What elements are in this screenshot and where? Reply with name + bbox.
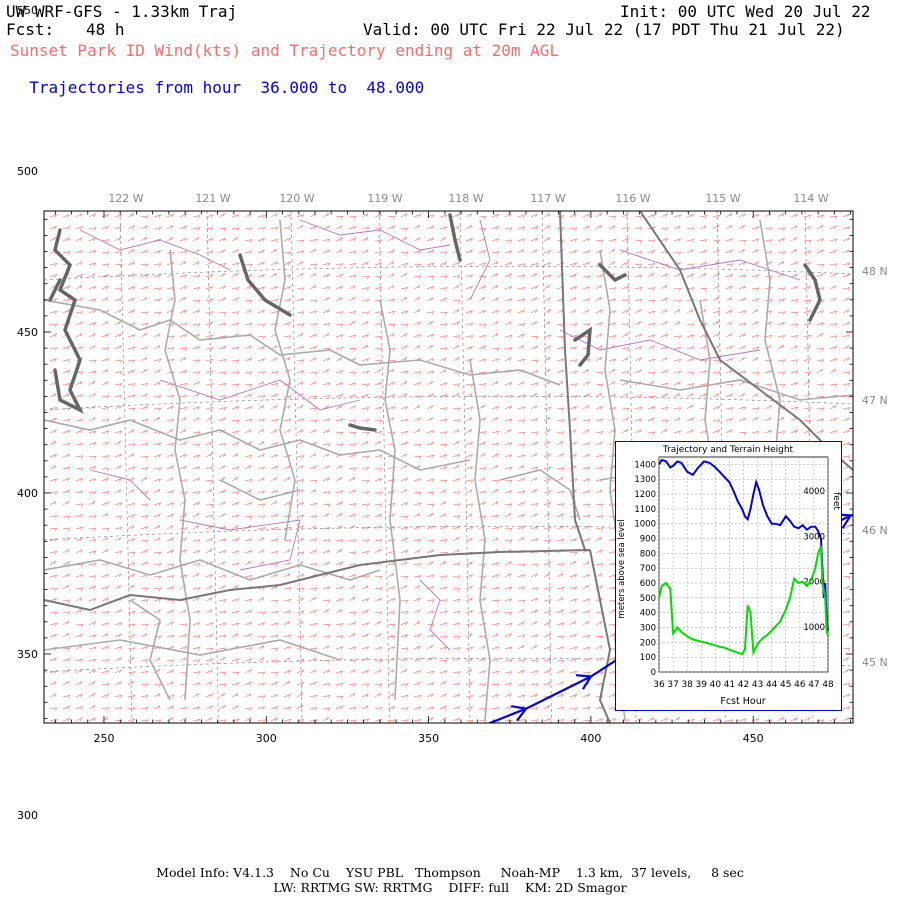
lon-label: 117 W — [530, 192, 565, 205]
x-tick-label: 450 — [743, 732, 764, 745]
model-info-line1: Model Info: V4.1.3 No Cu YSU PBL Thompso… — [156, 865, 744, 880]
inset-x-tick: 48 — [822, 680, 834, 690]
inset-x-tick: 42 — [738, 680, 749, 690]
subtitle: Sunset Park ID Wind(kts) and Trajectory … — [10, 41, 560, 60]
x-tick-label: 400 — [580, 732, 601, 745]
lon-label: 114 W — [793, 192, 828, 205]
inset-x-tick: 45 — [780, 680, 791, 690]
x-tick-label: 300 — [256, 732, 277, 745]
inset-y-left-tick: 1300 — [634, 475, 656, 485]
inset-y-left-tick: 100 — [640, 653, 656, 663]
inset-plot: 36 37 38 39 40 41 42 43 44 45 46 47 48 0 100 200 300 400 5… — [634, 456, 834, 690]
valid-time: Valid: 00 UTC Fri 22 Jul 22 (17 PDT Thu … — [363, 20, 845, 39]
inset-y-left-tick: 900 — [640, 535, 656, 545]
inset-y-left-tick: 700 — [640, 564, 656, 574]
inset-x-tick: 37 — [667, 680, 678, 690]
inset-y-right-tick: 2000 — [803, 578, 825, 588]
lon-label: 118 W — [448, 192, 483, 205]
lat-label: 47 N — [862, 394, 888, 407]
inset-y-left-tick: 200 — [640, 638, 656, 648]
y-tick-label: 300 — [17, 809, 38, 822]
inset-x-tick: 44 — [766, 680, 778, 690]
inset-x-tick: 46 — [794, 680, 806, 690]
inset-y-left-tick: 800 — [640, 549, 656, 559]
inset-y-right-tick: 1000 — [803, 623, 825, 633]
inset-y-left-tick: 600 — [640, 579, 656, 589]
inset-ylabel-left: meters above sea level — [617, 519, 627, 618]
y-tick-label: 450 — [17, 326, 38, 339]
inset-y-left-tick: 300 — [640, 624, 656, 634]
lon-label: 122 W — [108, 192, 143, 205]
y-tick-label: 550 — [17, 4, 38, 17]
lon-labels: 122 W 121 W 120 W 119 W 118 W 117 W 116 W 115 W… — [108, 192, 828, 205]
inset-xlabel: Fcst Hour — [720, 696, 765, 707]
inset-y-left-tick: 1200 — [634, 490, 656, 500]
inset-y-left-tick: 500 — [640, 594, 656, 604]
trajectory-arrow — [575, 674, 593, 690]
inset-y-right-tick: 3000 — [803, 532, 825, 542]
x-tick-label: 350 — [418, 732, 439, 745]
model-info-line2: LW: RRTMG SW: RRTMG DIFF: full KM: 2D Sm… — [273, 880, 627, 895]
lon-label: 121 W — [195, 192, 230, 205]
lat-label: 48 N — [862, 265, 888, 278]
inset-x-tick: 39 — [696, 680, 708, 690]
inset-x-tick: 36 — [653, 680, 665, 690]
fcst-label: Fcst: — [6, 20, 55, 39]
lon-label: 119 W — [367, 192, 402, 205]
y-tick-label: 350 — [17, 648, 38, 661]
inset-title: Trajectory and Terrain Height — [662, 445, 794, 455]
fcst-value: 48 h — [86, 20, 125, 39]
y-tick-label: 400 — [17, 487, 38, 500]
traj-to: 48.000 — [366, 78, 425, 97]
traj-from: 36.000 — [260, 78, 319, 97]
inset-x-tick: 47 — [808, 680, 819, 690]
y-tick-label: 500 — [17, 165, 38, 178]
y-tick-labels: 550 500 450 400 350 300 — [17, 4, 38, 822]
inset-y-left-tick: 1000 — [634, 520, 656, 530]
inset-y-left-tick: 400 — [640, 609, 656, 619]
trajectory-arrow — [511, 705, 528, 722]
lat-labels: 48 N 47 N 46 N 45 N — [862, 265, 888, 669]
inset-chart: Trajectory and Terrain Height 36 37 38 39 40… — [615, 441, 842, 711]
title: UW WRF-GFS - 1.33km Traj — [6, 2, 238, 21]
inset-y-left-tick: 0 — [651, 668, 656, 678]
inset-x-tick: 38 — [681, 680, 693, 690]
trajectory-height-line — [658, 458, 829, 631]
inset-ylabel-right: feet — [831, 492, 841, 510]
frame-ticks — [44, 211, 853, 723]
x-tick-label: 250 — [94, 732, 115, 745]
trajectory-arrow — [382, 747, 396, 762]
lon-label: 120 W — [279, 192, 314, 205]
traj-range: Trajectories from hour 36.000 to 48.000 — [10, 61, 424, 97]
lon-label: 115 W — [705, 192, 740, 205]
lat-lon-gridlines — [44, 211, 853, 723]
lat-label: 45 N — [862, 656, 888, 669]
init-time: Init: 00 UTC Wed 20 Jul 22 — [620, 2, 871, 21]
inset-y-right-tick: 4000 — [803, 487, 825, 497]
inset-x-tick: 40 — [710, 680, 722, 690]
inset-y-left-tick: 1100 — [634, 505, 656, 515]
traj-to-word: to — [327, 78, 348, 97]
lon-label: 116 W — [615, 192, 650, 205]
terrain-height-line — [658, 545, 829, 657]
lat-label: 46 N — [862, 524, 888, 537]
traj-label: Trajectories from hour — [29, 78, 242, 97]
trajectory-arrow — [446, 731, 461, 746]
inset-y-left-tick: 1400 — [634, 460, 656, 470]
trajectory-arrow — [323, 741, 338, 756]
inset-x-tick: 41 — [724, 680, 735, 690]
x-tick-labels: 250300350400450500550600650700 — [94, 732, 764, 745]
inset-x-tick: 43 — [752, 680, 763, 690]
